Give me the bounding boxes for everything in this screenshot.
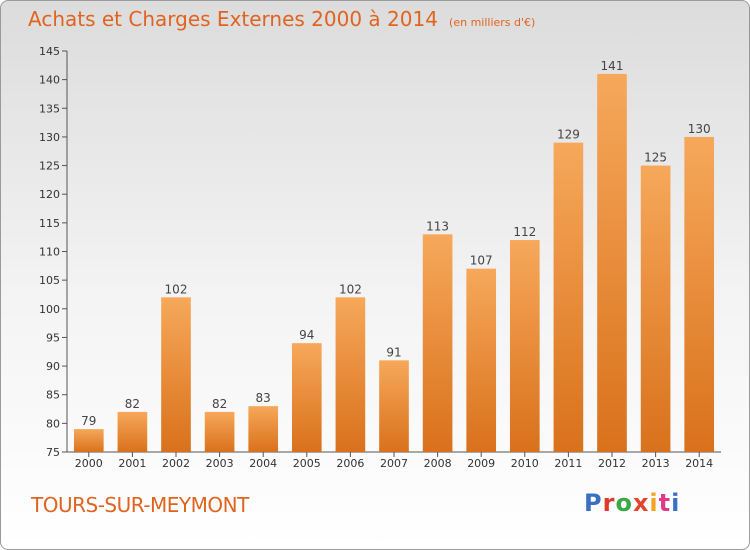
data-label-2014: 130 bbox=[688, 122, 711, 136]
y-tick-label: 85 bbox=[46, 389, 60, 402]
y-tick-label: 115 bbox=[39, 217, 60, 230]
bar-2012 bbox=[597, 73, 627, 453]
data-label-2012: 141 bbox=[601, 59, 624, 73]
bar-2006 bbox=[335, 297, 366, 452]
logo-letter: i bbox=[649, 489, 659, 517]
y-tick-label: 135 bbox=[39, 102, 60, 115]
x-tick-label-2009: 2009 bbox=[467, 457, 495, 470]
bar-2005 bbox=[291, 343, 322, 452]
data-label-2006: 102 bbox=[339, 282, 362, 296]
proxiti-logo: Proxiti bbox=[584, 489, 680, 517]
title-row: Achats et Charges Externes 2000 à 2014 (… bbox=[28, 7, 535, 31]
data-label-2011: 129 bbox=[557, 128, 580, 142]
x-tick-label-2011: 2011 bbox=[554, 457, 582, 470]
bar-2011 bbox=[553, 142, 584, 452]
y-tick-label: 145 bbox=[39, 45, 60, 58]
y-tick-label: 120 bbox=[39, 188, 60, 201]
x-tick-label-2004: 2004 bbox=[249, 457, 277, 470]
x-tick-label-2010: 2010 bbox=[511, 457, 539, 470]
logo-letter: t bbox=[658, 489, 672, 517]
bar-2004 bbox=[248, 406, 279, 452]
commune-name: TOURS-SUR-MEYMONT bbox=[31, 493, 249, 517]
y-tick-label: 100 bbox=[39, 303, 60, 316]
chart-title: Achats et Charges Externes 2000 à 2014 bbox=[28, 7, 438, 31]
bars: 79 82 102 82 83 94 102 91 113 107 112 129 141 125 130 bbox=[73, 59, 715, 453]
data-label-2008: 113 bbox=[426, 219, 449, 233]
data-label-2009: 107 bbox=[470, 254, 493, 268]
data-label-2003: 82 bbox=[212, 397, 227, 411]
x-tick-label-2003: 2003 bbox=[206, 457, 234, 470]
bar-2010 bbox=[509, 240, 540, 452]
y-tick-label: 130 bbox=[39, 131, 60, 144]
logo-letter: x bbox=[632, 489, 650, 517]
x-tick-label-2001: 2001 bbox=[118, 457, 146, 470]
data-label-2010: 112 bbox=[513, 225, 536, 239]
data-label-2001: 82 bbox=[125, 397, 140, 411]
logo-letter: i bbox=[671, 489, 681, 517]
bar-2013 bbox=[640, 165, 671, 453]
bar-2009 bbox=[466, 268, 497, 452]
y-tick-label: 140 bbox=[39, 74, 60, 87]
data-label-2000: 79 bbox=[81, 414, 96, 428]
data-label-2004: 83 bbox=[256, 391, 271, 405]
y-tick-label: 105 bbox=[39, 274, 60, 287]
y-tick-label: 95 bbox=[46, 331, 60, 344]
bar-2014 bbox=[684, 136, 715, 452]
x-axis: 2000 2001 2002 2003 2004 2005 2006 2007 2008 2009… bbox=[75, 452, 713, 470]
x-tick-label-2012: 2012 bbox=[598, 457, 626, 470]
bar-2000 bbox=[73, 429, 104, 452]
bar-2002 bbox=[161, 297, 191, 452]
logo-letter: r bbox=[602, 489, 616, 517]
y-tick-label: 80 bbox=[46, 417, 60, 430]
bar-2007 bbox=[379, 360, 409, 452]
x-tick-label-2006: 2006 bbox=[336, 457, 364, 470]
x-tick-label-2002: 2002 bbox=[162, 457, 190, 470]
logo-letter: o bbox=[615, 489, 633, 517]
x-tick-label-2014: 2014 bbox=[685, 457, 713, 470]
x-tick-label-2007: 2007 bbox=[380, 457, 408, 470]
y-tick-label: 125 bbox=[39, 160, 60, 173]
data-label-2002: 102 bbox=[165, 282, 188, 296]
y-axis: 75 80 85 90 95 100 105 110 115 120 125 130 135 140 145 bbox=[39, 45, 67, 459]
data-label-2013: 125 bbox=[644, 151, 667, 165]
x-tick-label-2013: 2013 bbox=[642, 457, 670, 470]
bar-2001 bbox=[117, 411, 148, 452]
y-tick-label: 75 bbox=[46, 446, 60, 459]
bar-2008 bbox=[422, 234, 453, 452]
data-label-2005: 94 bbox=[299, 328, 314, 342]
y-tick-label: 90 bbox=[46, 360, 60, 373]
logo-letter: P bbox=[584, 489, 603, 517]
y-tick-label: 110 bbox=[39, 246, 60, 259]
x-tick-label-2008: 2008 bbox=[424, 457, 452, 470]
x-tick-label-2005: 2005 bbox=[293, 457, 321, 470]
chart-subtitle: (en milliers d'€) bbox=[449, 16, 536, 29]
bar-2003 bbox=[204, 411, 235, 452]
data-label-2007: 91 bbox=[386, 345, 401, 359]
x-tick-label-2000: 2000 bbox=[75, 457, 103, 470]
